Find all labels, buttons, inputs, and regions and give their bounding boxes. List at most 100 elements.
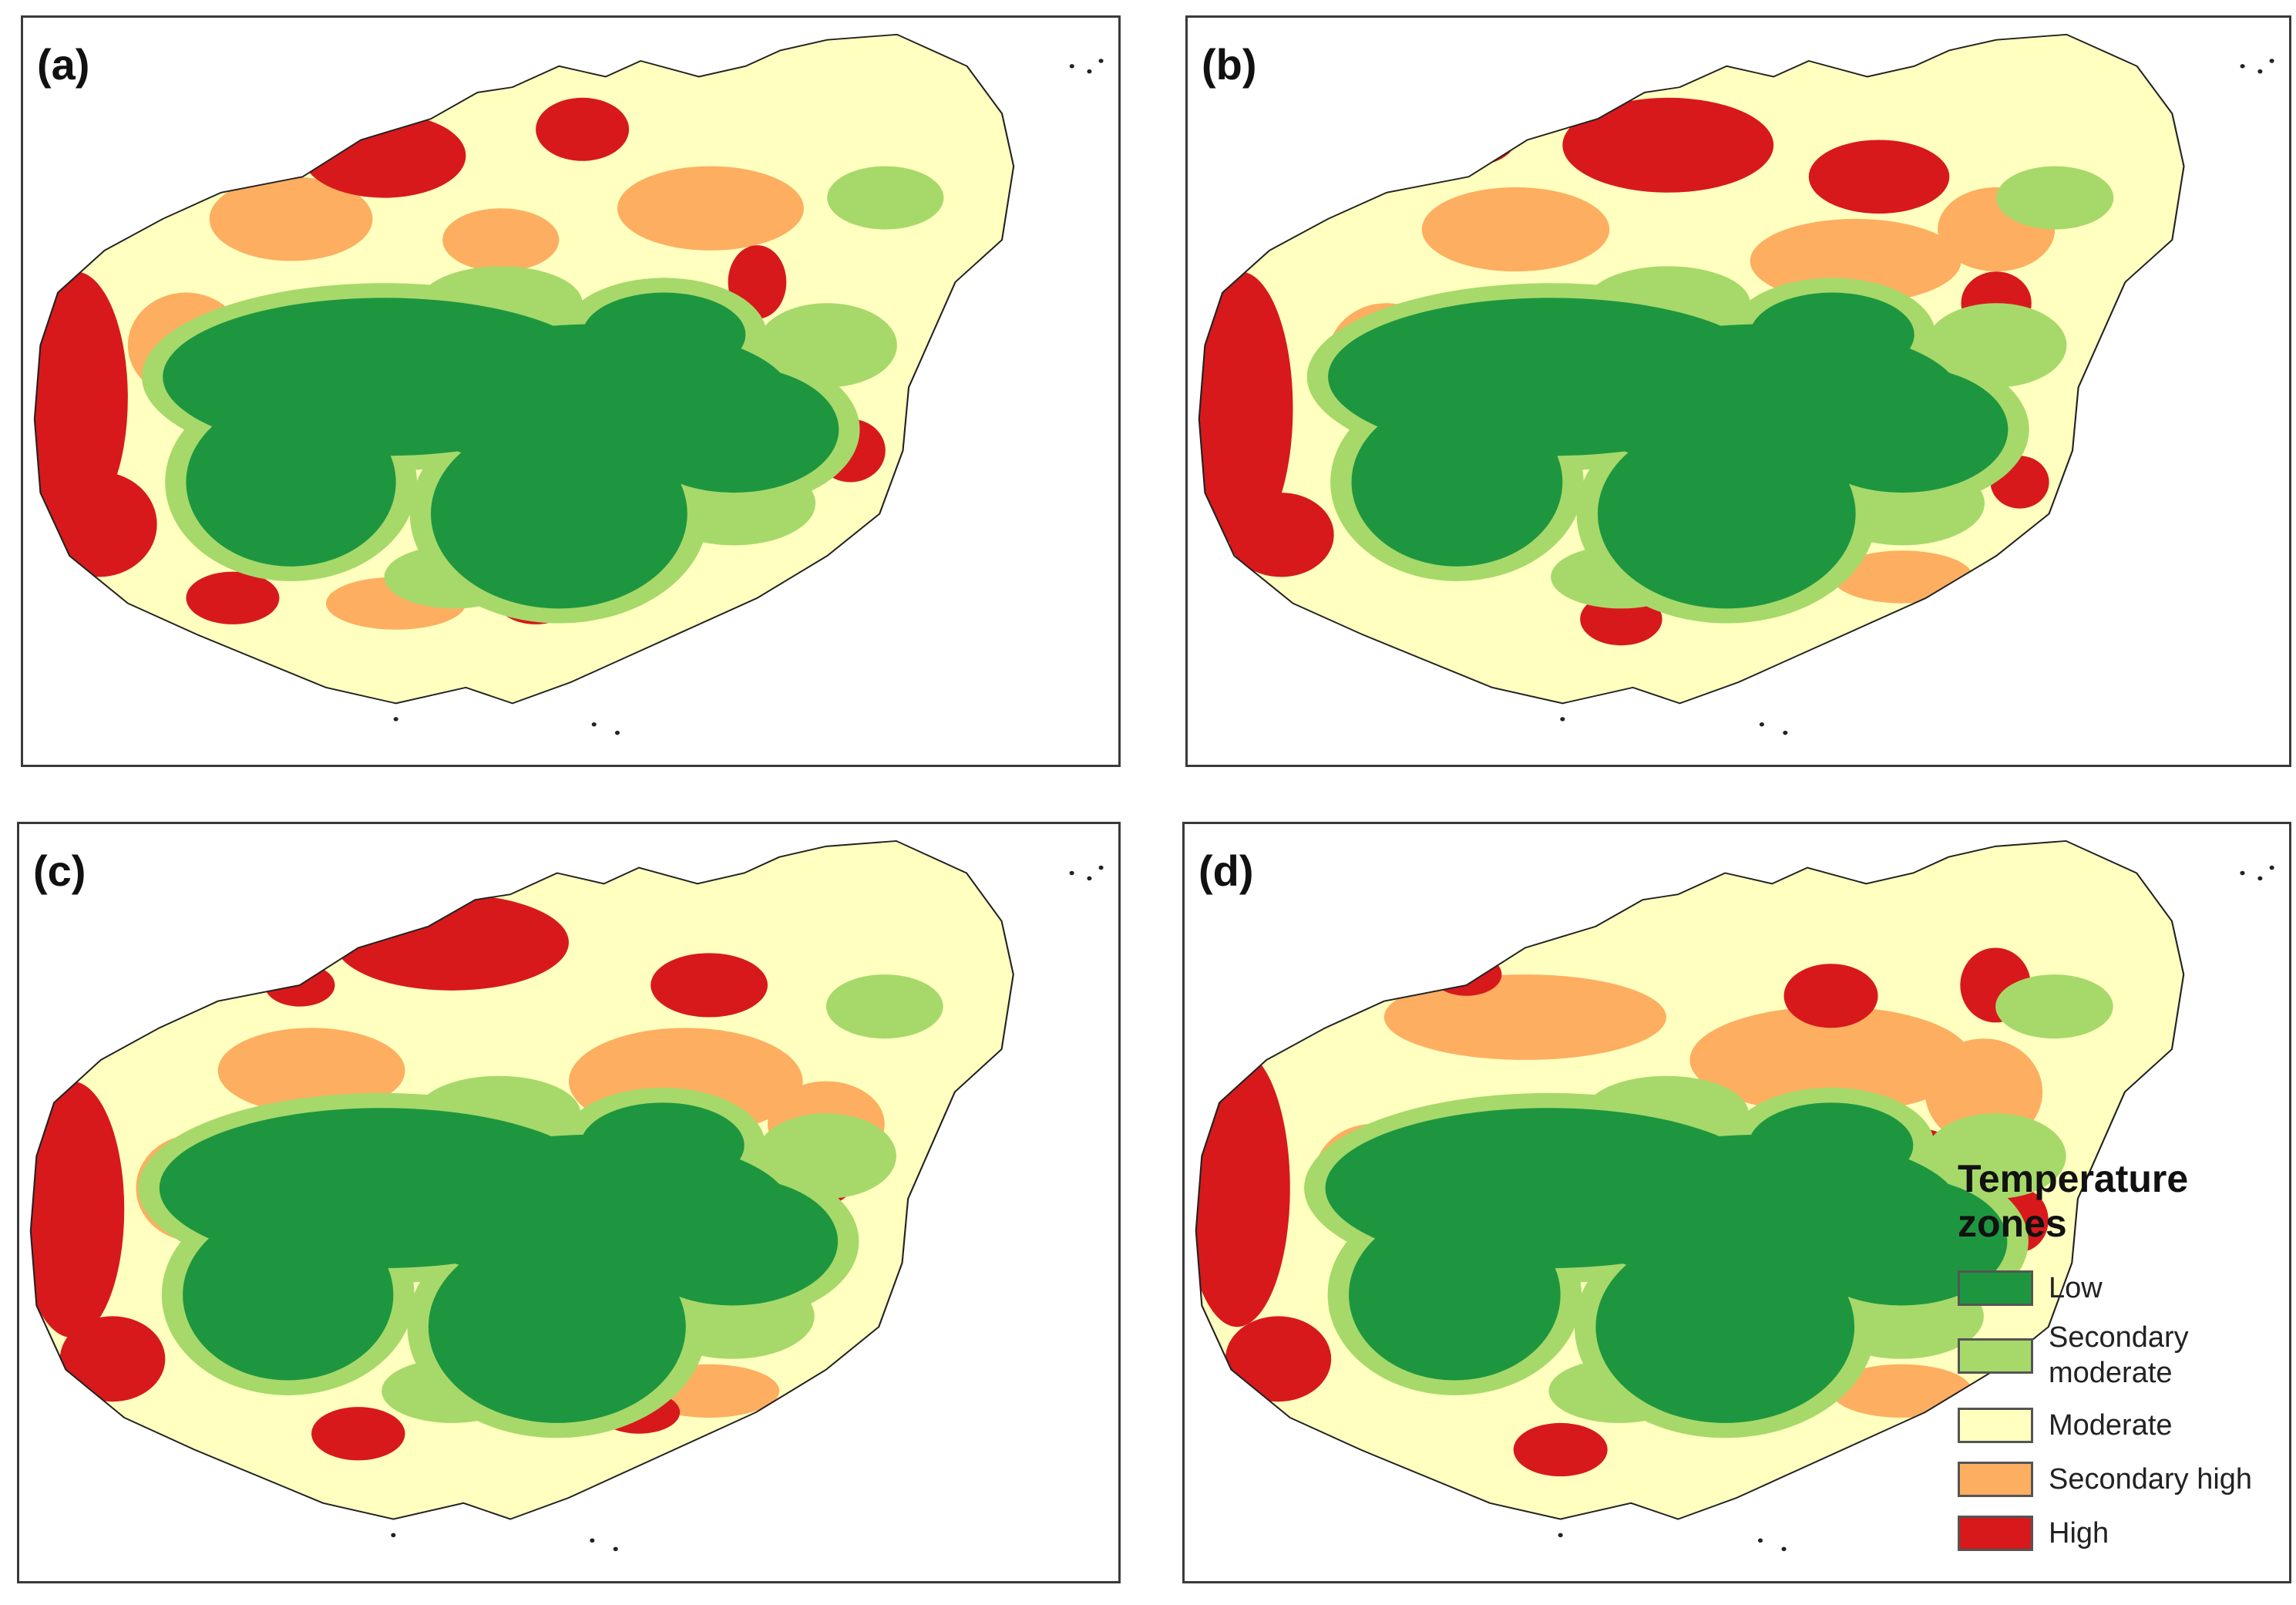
secondary-moderate-zone — [825, 974, 943, 1039]
high-zone — [1808, 140, 1950, 214]
low-zone — [1351, 398, 1563, 567]
high-zone — [34, 271, 128, 525]
map-panel-a: (a) — [21, 15, 1121, 767]
islet — [2269, 865, 2274, 870]
secondary-high-zone — [1421, 187, 1610, 272]
low-zone — [629, 366, 839, 493]
high-zone — [1562, 97, 1774, 193]
high-zone — [1228, 493, 1334, 577]
coastline — [1195, 840, 2185, 1520]
legend-label-high: High — [2049, 1517, 2109, 1549]
coastline — [29, 840, 1014, 1520]
legend-label-secondary-high: Secondary high — [2049, 1463, 2253, 1496]
secondary-high-zone — [209, 177, 373, 261]
legend-item-low: Low — [1958, 1266, 2289, 1311]
panel-label-d: (d) — [1198, 846, 1254, 895]
legend-title: Temperature zones — [1958, 1157, 2189, 1245]
islet — [1783, 730, 1788, 735]
islet — [2257, 876, 2263, 881]
island-map-a — [33, 33, 1104, 735]
islet — [2257, 69, 2263, 74]
legend-swatch-secondary-moderate — [1958, 1338, 2033, 1374]
secondary-high-zone — [1689, 1006, 1972, 1114]
high-zone — [40, 471, 157, 577]
high-zone — [302, 113, 466, 198]
low-zone — [1597, 419, 1856, 609]
secondary-high-zone — [1383, 974, 1666, 1060]
islet — [1759, 722, 1764, 727]
legend-label-secondary-moderate: Secondary moderate — [2049, 1321, 2189, 1389]
islet — [590, 1538, 595, 1543]
low-zone — [1349, 1209, 1561, 1381]
secondary-moderate-zone — [1996, 166, 2114, 230]
islet — [2240, 64, 2245, 69]
islet — [1069, 870, 1074, 876]
low-zone — [428, 1230, 686, 1423]
low-zone — [580, 1102, 745, 1189]
islet — [391, 1533, 396, 1538]
islet — [1098, 865, 1104, 870]
islet — [1560, 717, 1565, 722]
low-zone — [1797, 366, 2009, 493]
coastline — [33, 33, 1015, 705]
map-panel-c: (c) — [17, 822, 1121, 1583]
islet — [1069, 64, 1074, 69]
high-zone — [59, 1316, 166, 1402]
legend-label-low: Low — [2049, 1272, 2103, 1304]
legend-item-secondary-high: Secondary high — [1958, 1457, 2289, 1502]
islet — [591, 722, 597, 727]
secondary-moderate-zone — [827, 166, 944, 230]
low-zone — [431, 419, 687, 609]
high-zone — [1783, 964, 1878, 1028]
secondary-high-zone — [617, 166, 804, 251]
high-zone — [1225, 1316, 1332, 1402]
islet — [1087, 69, 1092, 74]
low-zone — [183, 1209, 394, 1381]
high-zone — [1198, 271, 1293, 546]
islet — [1558, 1533, 1563, 1538]
legend-label-moderate: Moderate — [2049, 1409, 2173, 1442]
legend-item-secondary-moderate: Secondary moderate — [1958, 1320, 2289, 1394]
legend: Temperature zones Low Secondary moderate… — [1958, 1156, 2289, 1565]
panel-label-b: (b) — [1202, 40, 1257, 89]
islet — [2240, 870, 2245, 876]
panel-label-a: (a) — [37, 40, 90, 89]
low-zone — [1748, 1102, 1914, 1189]
legend-swatch-low — [1958, 1270, 2033, 1306]
islet — [613, 1546, 618, 1552]
panel-label-c: (c) — [33, 846, 86, 895]
island-map-d — [1195, 840, 2274, 1552]
secondary-high-zone — [442, 208, 560, 272]
islet — [393, 717, 398, 722]
coastline — [1198, 33, 2185, 705]
high-zone — [1421, 113, 1516, 167]
low-zone — [186, 398, 396, 567]
high-zone — [536, 97, 630, 161]
legend-swatch-moderate — [1958, 1408, 2033, 1443]
legend-item-high: High — [1958, 1511, 2289, 1556]
low-zone — [627, 1177, 839, 1306]
secondary-moderate-zone — [1995, 974, 2113, 1039]
high-zone — [311, 1407, 405, 1461]
islet — [1781, 1546, 1787, 1552]
high-zone — [650, 953, 768, 1018]
low-zone — [1750, 292, 1914, 377]
high-zone — [1513, 1422, 1608, 1477]
islet — [1757, 1538, 1763, 1543]
islet — [614, 730, 620, 735]
secondary-high-zone — [217, 1028, 405, 1114]
islet — [1098, 59, 1104, 63]
map-panel-d: (d) — [1182, 822, 2291, 1583]
islet — [2269, 59, 2274, 63]
legend-item-moderate: Moderate — [1958, 1403, 2289, 1448]
low-zone — [582, 292, 746, 377]
island-map-c — [29, 840, 1104, 1552]
low-zone — [1795, 1177, 2008, 1306]
legend-swatch-high — [1958, 1516, 2033, 1551]
island-map-b — [1198, 33, 2274, 735]
high-zone — [186, 571, 280, 624]
map-panel-b: (b) — [1185, 15, 2291, 767]
islet — [1087, 876, 1092, 881]
low-zone — [1595, 1230, 1855, 1423]
legend-swatch-secondary-high — [1958, 1462, 2033, 1497]
